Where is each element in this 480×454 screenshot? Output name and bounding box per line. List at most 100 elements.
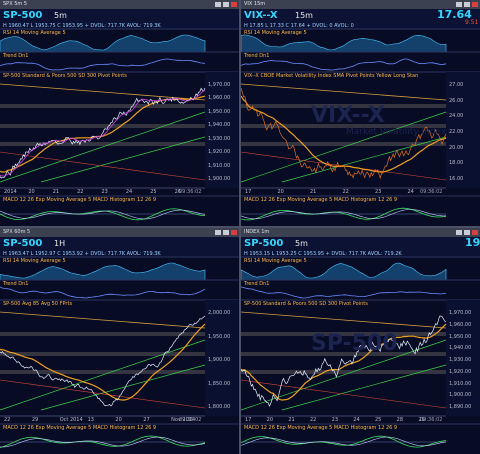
window-button: [456, 2, 462, 7]
chart-window: VIX 15m VIX--X 15m 17.64 9.51 H 17.85 L 17.33…: [240, 0, 480, 227]
pivot-band: [0, 124, 205, 128]
x-tick-label: 17: [245, 189, 252, 195]
chart-window: SPX 5m 5 SP-500 5m H 1960.47 L 1953.75 C 19…: [0, 0, 240, 227]
window-button: [215, 2, 221, 7]
x-tick-label: 21: [288, 417, 295, 423]
trend-channel: [40, 364, 206, 411]
moving-average: [0, 323, 206, 401]
rsi-label: RSI 14 Moving Average 5: [3, 30, 66, 36]
trend-label: Trend Dn1: [3, 53, 29, 59]
trend-line: [241, 286, 447, 299]
change: 9.51: [465, 19, 479, 26]
x-tick-label: 21: [310, 189, 317, 195]
price-axis: [205, 300, 239, 416]
x-tick-label: 20: [266, 417, 274, 423]
price-line: [241, 315, 447, 407]
big-quote: 17.64: [437, 8, 472, 21]
x-tick-label: 24: [407, 189, 414, 195]
pivot-band: [241, 370, 446, 374]
interval: 5m: [54, 11, 67, 20]
x-tick-label: 20: [277, 189, 284, 195]
trend-label: Trend Dn1: [3, 281, 29, 287]
header-bg: [0, 237, 239, 257]
chart-canvas: [241, 228, 480, 448]
y-tick-label: 1,850.00: [208, 380, 231, 387]
main-label: SP-500 Standard & Poors 500 SD 300 Pivot…: [244, 301, 368, 307]
quote-info: H 1960.47 L 1953.75 C 1953.95 + DVOL: 71…: [3, 23, 161, 29]
y-tick-label: 1,920.00: [449, 368, 472, 375]
pivot-band: [241, 332, 446, 336]
window-button: [223, 230, 229, 235]
interval: 1H: [54, 239, 66, 248]
main-label: SP-500 Standard & Poors 500 SD 300 Pivot…: [3, 73, 127, 79]
window-button: [231, 230, 237, 235]
y-tick-label: 1,950.00: [449, 333, 472, 340]
y-tick-label: 1,940.00: [449, 345, 472, 352]
macd-line: [241, 435, 447, 448]
symbol: SP-500: [244, 238, 284, 249]
x-tick-label: 21: [52, 189, 60, 195]
x-tick-label: Oct 2014: [59, 417, 83, 423]
support-line: [241, 379, 447, 409]
quote-info: H 1953.15 L 1953.25 C 1953.95 + DVOL: 71…: [244, 251, 402, 257]
watermark: VIX--X: [311, 103, 385, 128]
y-tick-label: 1,910.00: [208, 162, 231, 169]
x-tick-label: 23: [101, 189, 108, 195]
macd-label: MACD 12 26 Exp Moving Average 5 MACD His…: [244, 425, 398, 431]
header-bg: [241, 237, 480, 257]
window-title-bar: [0, 0, 239, 9]
y-tick-label: 1,920.00: [208, 149, 231, 156]
window-title: SPX 60m 5: [3, 229, 31, 235]
trend-channel: [281, 136, 447, 183]
trend-channel: [281, 364, 447, 411]
pivot-band: [0, 352, 205, 356]
x-tick-label: 22: [342, 189, 349, 195]
y-tick-label: 1,930.00: [208, 135, 231, 142]
x-tick-label: 28: [396, 417, 404, 423]
x-tick-label: 25: [375, 417, 382, 423]
y-tick-label: 1,950.00: [208, 333, 231, 340]
trend-channel: [241, 339, 447, 411]
resistance-line: [241, 311, 447, 329]
window-button: [231, 2, 237, 7]
trend-line: [0, 286, 206, 299]
rsi-label: RSI 14 Moving Average 5: [3, 258, 66, 264]
time-label: 09:36:02: [420, 417, 443, 423]
main-label: VIX--X CBOE Market Volatility Index SMA …: [244, 73, 419, 79]
pivot-band: [0, 104, 205, 108]
chart-canvas: [0, 0, 239, 221]
chart-canvas: [0, 228, 239, 448]
header-bg: [0, 9, 239, 29]
y-tick-label: 1,960.00: [449, 321, 472, 328]
symbol: SP-500: [3, 10, 43, 21]
ma-fast: [0, 89, 206, 177]
chart-window: INDEX 1m SP-500 5m 19 H 1953.15 L 1953.25 C …: [240, 227, 480, 454]
resistance-line: [241, 83, 447, 101]
window-button: [464, 2, 470, 7]
window-button: [472, 2, 478, 7]
big-quote: 19: [465, 236, 480, 249]
pivot-band: [241, 124, 446, 128]
x-tick-label: 20: [28, 189, 35, 195]
window-button: [456, 230, 462, 235]
quote-info: H 1963.47 L 1952.97 C 1953.92 + DVOL: 71…: [3, 251, 161, 257]
trend-channel: [0, 339, 206, 411]
chart-window: SPX 60m 5 SP-500 1H H 1963.47 L 1952.97 C 1…: [0, 227, 240, 454]
x-tick-label: 29: [418, 417, 425, 423]
price-axis: [205, 72, 239, 188]
pivot-band: [241, 352, 446, 356]
y-tick-label: 1,970.00: [449, 310, 472, 316]
x-tick-label: 24: [125, 189, 133, 195]
price-line: [0, 315, 206, 407]
x-tick-label: 22: [77, 189, 84, 195]
y-tick-label: 18.00: [449, 160, 464, 167]
symbol: VIX--X: [244, 10, 278, 21]
trend-label: Trend Dn1: [244, 53, 270, 59]
x-tick-label: 25: [150, 189, 157, 195]
watermark-sub: Market Volatility Index: [346, 127, 447, 137]
watermark: SP-500: [311, 331, 398, 356]
y-tick-label: 27.00: [449, 82, 464, 88]
macd-line: [0, 208, 206, 221]
y-tick-label: 1,950.00: [208, 108, 231, 115]
